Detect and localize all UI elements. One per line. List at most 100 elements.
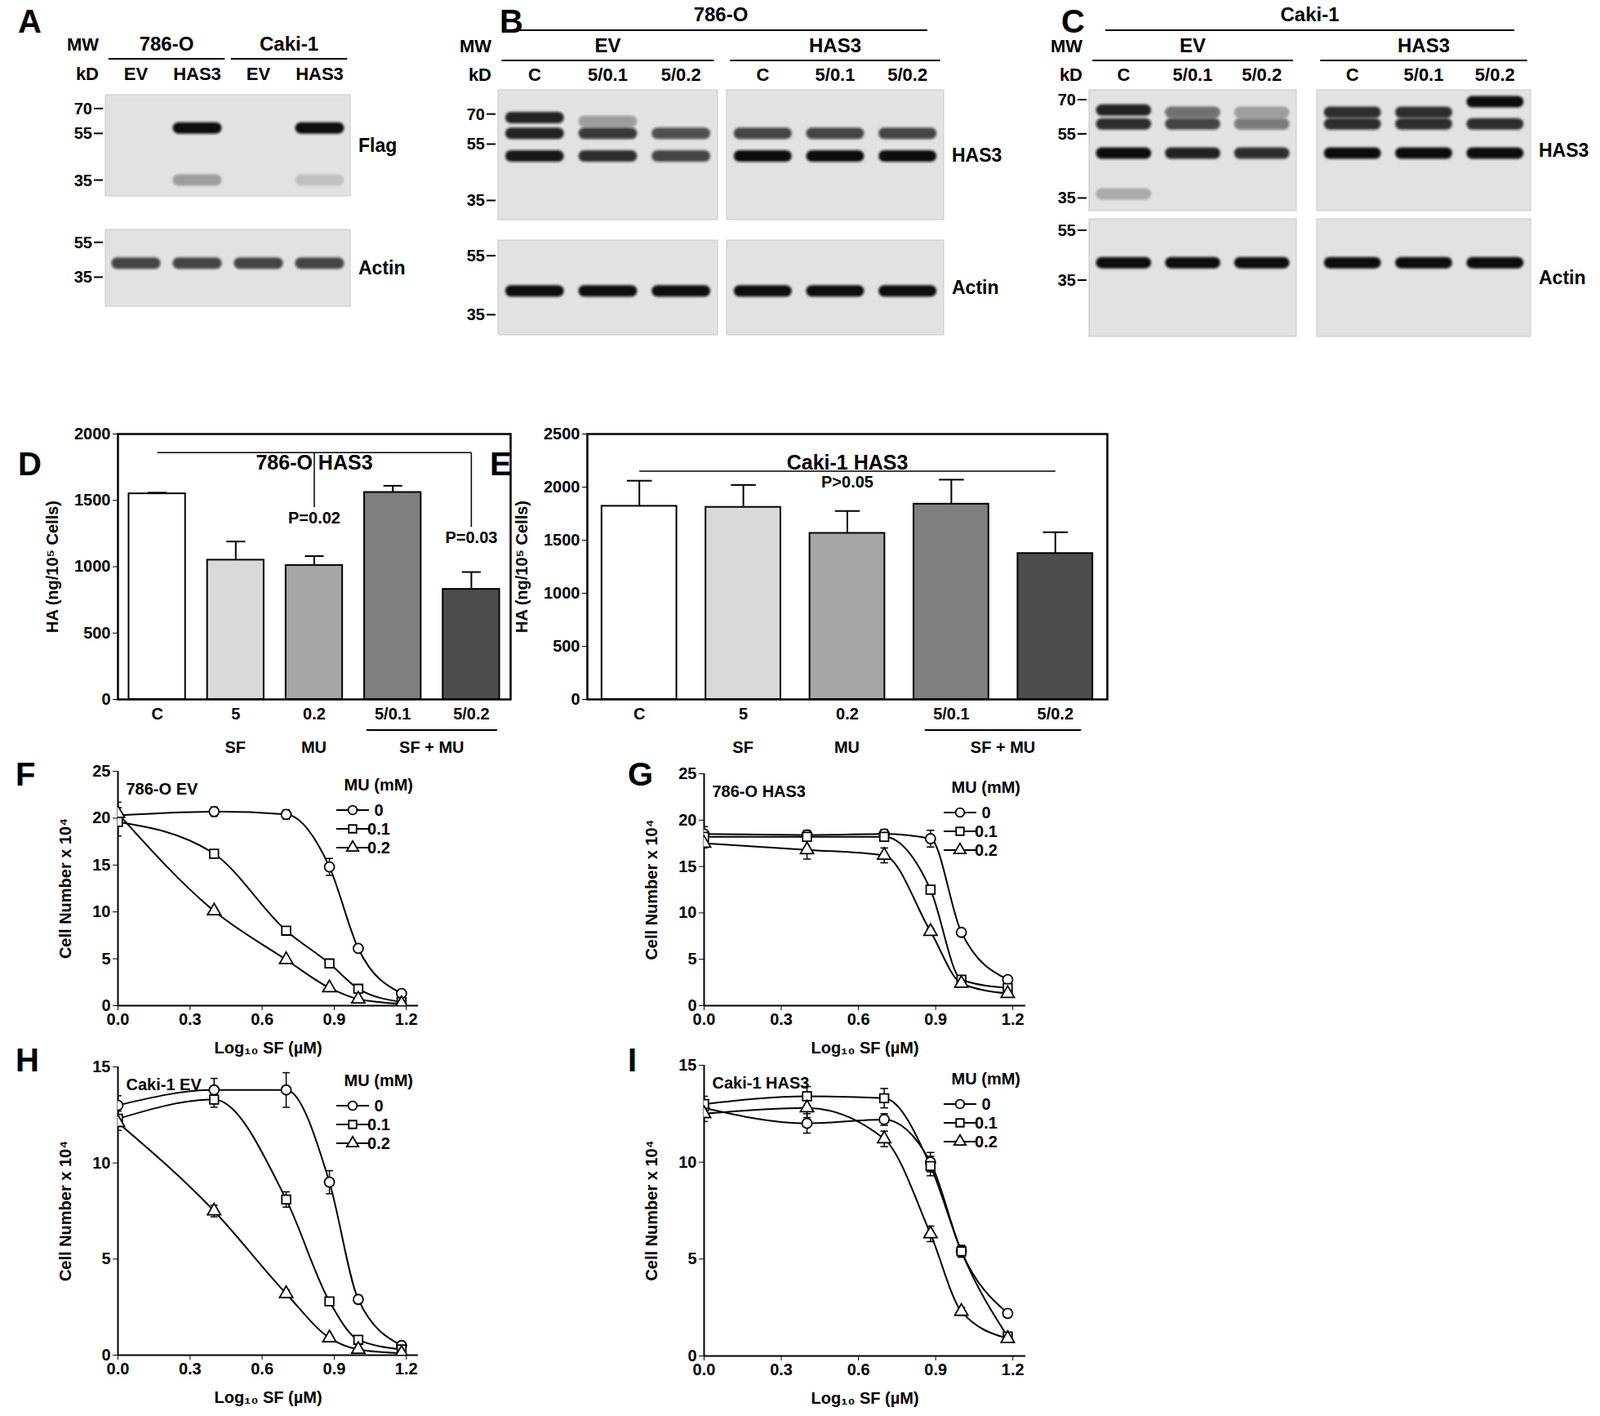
svg-text:Cell Number x 10⁴: Cell Number x 10⁴ — [642, 818, 661, 960]
svg-text:Actin: Actin — [1538, 266, 1587, 289]
svg-text:0.3: 0.3 — [178, 1009, 202, 1028]
svg-text:1500: 1500 — [74, 490, 112, 509]
svg-text:MW: MW — [66, 34, 99, 55]
svg-text:35: 35 — [466, 191, 485, 209]
svg-text:0: 0 — [373, 1096, 383, 1115]
svg-text:HAS3: HAS3 — [173, 63, 222, 85]
svg-text:1500: 1500 — [543, 530, 581, 549]
svg-text:2500: 2500 — [543, 424, 581, 443]
svg-text:Caki-1 EV: Caki-1 EV — [126, 1075, 203, 1094]
svg-text:0.1: 0.1 — [367, 1115, 391, 1134]
svg-text:0: 0 — [570, 689, 580, 708]
svg-text:0.1: 0.1 — [367, 819, 391, 838]
svg-text:HAS3: HAS3 — [1538, 139, 1589, 161]
svg-text:5: 5 — [231, 704, 240, 723]
svg-text:0: 0 — [981, 1094, 991, 1113]
svg-text:Cell Number x 10⁴: Cell Number x 10⁴ — [56, 1140, 75, 1281]
svg-text:15: 15 — [92, 855, 111, 874]
svg-text:15: 15 — [678, 857, 697, 876]
svg-text:25: 25 — [678, 764, 697, 783]
svg-text:0.0: 0.0 — [106, 1359, 130, 1378]
svg-text:2000: 2000 — [74, 424, 112, 443]
svg-text:0.9: 0.9 — [323, 1009, 347, 1028]
svg-text:EV: EV — [594, 34, 621, 57]
svg-text:0.3: 0.3 — [178, 1359, 202, 1378]
svg-text:0.6: 0.6 — [250, 1359, 274, 1378]
svg-text:70: 70 — [74, 99, 93, 118]
svg-text:HA (ng/10⁵ Cells): HA (ng/10⁵ Cells) — [512, 500, 531, 633]
svg-text:SF: SF — [732, 737, 754, 756]
svg-text:5/0.1: 5/0.1 — [587, 64, 628, 85]
svg-text:1000: 1000 — [543, 583, 581, 602]
svg-text:5/0.2: 5/0.2 — [453, 704, 489, 723]
svg-text:15: 15 — [92, 1057, 111, 1076]
svg-text:55: 55 — [74, 233, 93, 252]
svg-text:5/0.1: 5/0.1 — [1404, 64, 1445, 85]
svg-text:0.9: 0.9 — [924, 1009, 947, 1028]
svg-text:5: 5 — [687, 1248, 697, 1267]
svg-text:Log₁₀ SF (µM): Log₁₀ SF (µM) — [213, 1038, 322, 1057]
svg-text:5: 5 — [687, 949, 697, 968]
svg-text:0.9: 0.9 — [323, 1359, 347, 1378]
svg-text:SF: SF — [225, 737, 247, 756]
svg-text:0.3: 0.3 — [769, 1009, 793, 1028]
svg-text:0.0: 0.0 — [693, 1009, 716, 1028]
svg-text:786-O EV: 786-O EV — [126, 779, 199, 798]
svg-text:1.2: 1.2 — [1001, 1360, 1025, 1378]
svg-text:Log₁₀ SF (µM): Log₁₀ SF (µM) — [213, 1387, 322, 1406]
svg-text:kD: kD — [75, 63, 99, 85]
svg-text:MU (mM): MU (mM) — [951, 1069, 1021, 1088]
svg-text:kD: kD — [468, 64, 492, 85]
svg-text:5/0.1: 5/0.1 — [815, 64, 856, 85]
svg-text:0.0: 0.0 — [693, 1360, 716, 1378]
svg-text:MW: MW — [1050, 35, 1083, 57]
svg-text:0.3: 0.3 — [769, 1360, 793, 1378]
svg-text:MU (mM): MU (mM) — [344, 775, 414, 794]
svg-text:1.2: 1.2 — [395, 1359, 418, 1378]
svg-text:P>0.05: P>0.05 — [821, 472, 874, 491]
svg-text:MU (mM): MU (mM) — [344, 1071, 414, 1089]
svg-text:Log₁₀ SF (µM): Log₁₀ SF (µM) — [810, 1388, 919, 1407]
svg-text:25: 25 — [92, 761, 111, 780]
svg-text:MW: MW — [459, 35, 492, 57]
svg-text:Caki-1 HAS3: Caki-1 HAS3 — [786, 450, 909, 474]
svg-text:Cell Number x 10⁴: Cell Number x 10⁴ — [642, 1139, 661, 1280]
svg-text:0.6: 0.6 — [847, 1360, 871, 1378]
svg-text:5/0.2: 5/0.2 — [887, 64, 928, 85]
svg-text:Caki-1: Caki-1 — [1280, 3, 1339, 26]
svg-text:0.9: 0.9 — [924, 1360, 947, 1378]
svg-text:0: 0 — [373, 800, 383, 819]
svg-text:HAS3: HAS3 — [295, 63, 344, 85]
svg-text:10: 10 — [92, 1153, 111, 1172]
svg-text:500: 500 — [83, 623, 111, 642]
svg-text:55: 55 — [74, 124, 93, 143]
svg-text:5/0.2: 5/0.2 — [1241, 64, 1282, 85]
svg-text:P=0.02: P=0.02 — [288, 508, 341, 527]
svg-text:786-O: 786-O — [139, 32, 195, 55]
svg-text:C: C — [1346, 64, 1360, 85]
svg-text:EV: EV — [246, 63, 272, 85]
svg-text:5/0.2: 5/0.2 — [661, 64, 702, 85]
svg-text:5/0.1: 5/0.1 — [374, 704, 411, 723]
svg-text:0.2: 0.2 — [302, 704, 326, 723]
svg-text:0.6: 0.6 — [250, 1009, 274, 1028]
svg-text:5/0.2: 5/0.2 — [1037, 704, 1074, 723]
svg-text:35: 35 — [1057, 271, 1076, 289]
svg-text:10: 10 — [678, 902, 697, 921]
svg-text:EV: EV — [124, 63, 149, 85]
svg-text:0.2: 0.2 — [835, 704, 859, 723]
svg-text:70: 70 — [1057, 90, 1076, 109]
svg-text:55: 55 — [466, 246, 485, 265]
svg-text:1000: 1000 — [74, 556, 112, 575]
svg-text:MU (mM): MU (mM) — [951, 777, 1021, 796]
svg-text:55: 55 — [1057, 221, 1076, 240]
svg-text:786-O HAS3: 786-O HAS3 — [712, 782, 807, 800]
svg-text:EV: EV — [1179, 34, 1206, 57]
svg-text:20: 20 — [678, 810, 697, 829]
svg-text:20: 20 — [92, 808, 111, 827]
svg-text:10: 10 — [678, 1152, 697, 1171]
svg-text:5/0.1: 5/0.1 — [933, 704, 969, 723]
svg-text:C: C — [528, 64, 542, 85]
svg-text:Flag: Flag — [358, 134, 397, 156]
svg-text:1.2: 1.2 — [395, 1009, 418, 1028]
